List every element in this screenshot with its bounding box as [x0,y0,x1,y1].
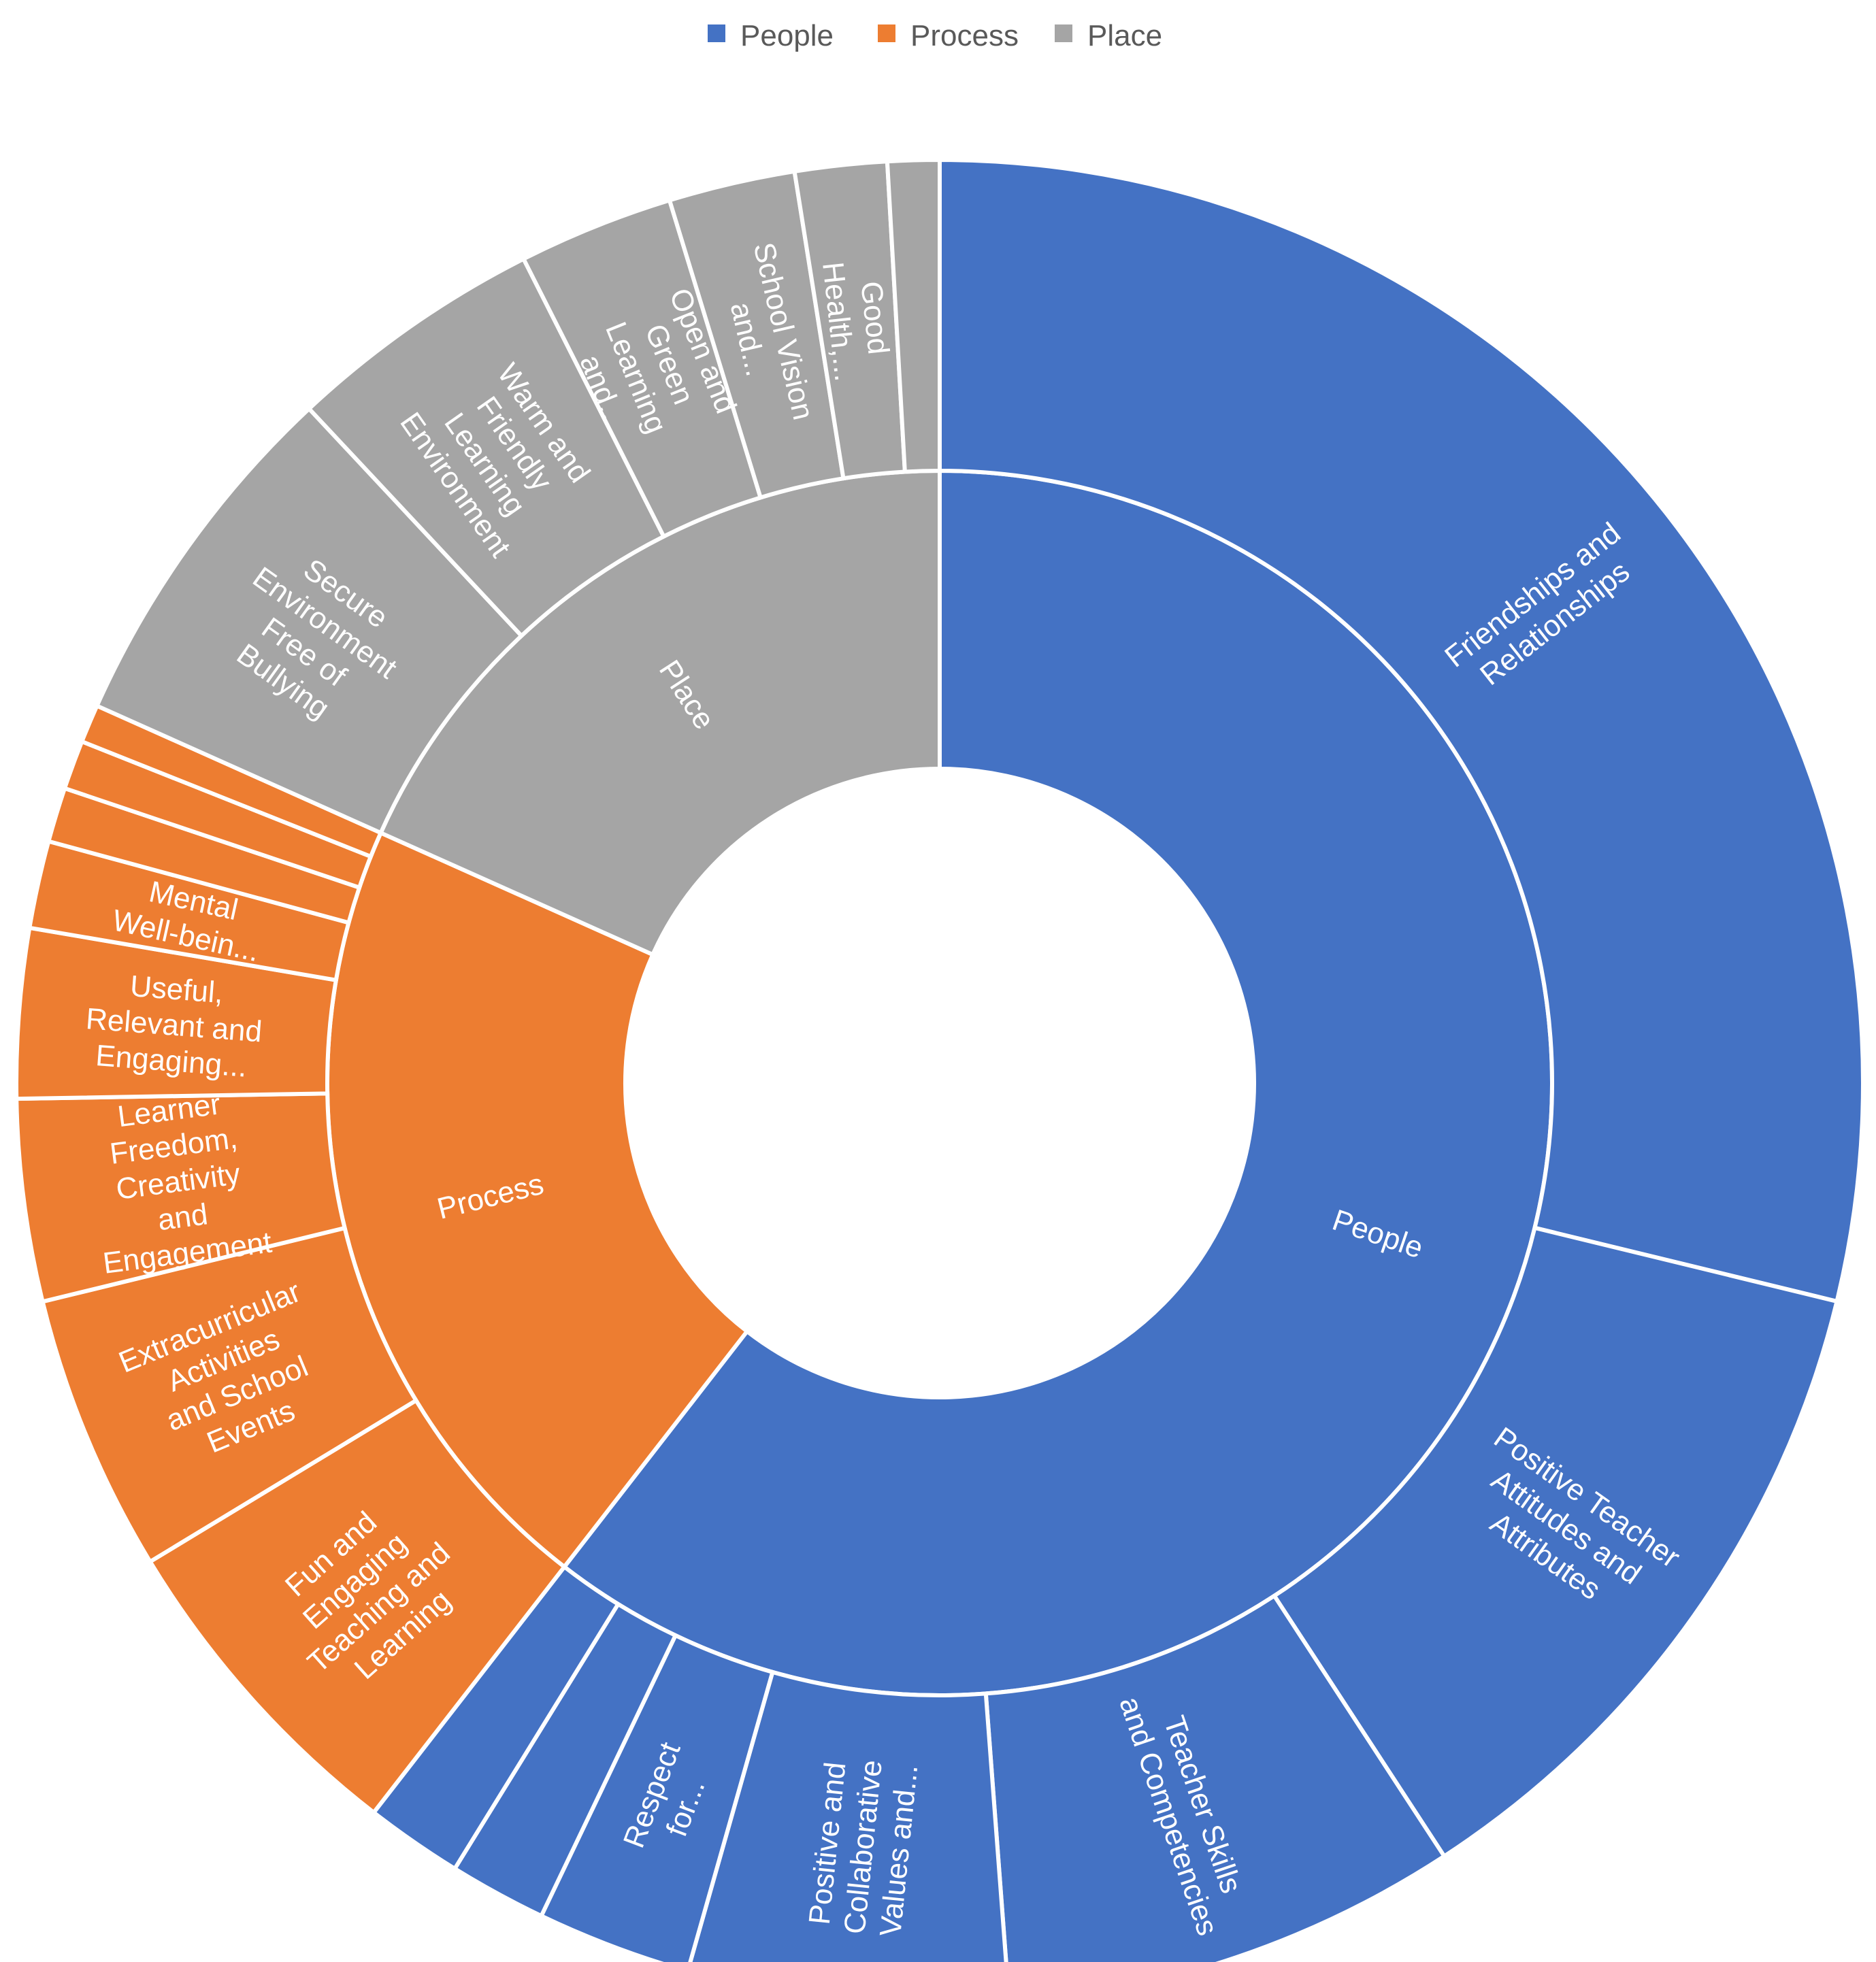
legend-label-people: People [740,19,834,52]
outer-segment-people-positive-teacher-attitudes-and-attributes [1271,1225,1840,1859]
inner-ring [325,468,1554,1697]
outer-segment-people-positive-and-collaborative-values-and [688,1669,1008,1962]
outer-segment-people-friendships-and-relationships [938,157,1865,1304]
legend: People Process Place [708,19,1162,52]
legend-swatch-place [1055,24,1072,42]
legend-item-process: Process [878,19,1019,52]
outer-segment-place-item-6 [885,157,942,474]
legend-swatch-people [708,24,725,42]
legend-label-process: Process [910,19,1019,52]
outer-label-extracurricular-activities-and-school-events: ExtracurricularActivitiesand SchoolEvent… [114,1275,346,1479]
legend-swatch-process [878,24,895,42]
legend-item-people: People [708,19,834,52]
outer-segment-people-teacher-skills-and-competencies [983,1593,1447,1962]
outer-label-secure-environment-free-of-bullying: SecureEnvironmentFree ofBullying [205,531,424,744]
outer-ring [14,157,1865,1962]
outer-label-positive-and-collaborative-values-and: Positive andCollaborativeValues and... [802,1755,925,1939]
legend-label-place: Place [1087,19,1162,52]
outer-label-warm-and-friendly-learning-environment: Warm andFriendlyLearningEnvironment [393,345,605,563]
legend-item-place: Place [1055,19,1162,52]
